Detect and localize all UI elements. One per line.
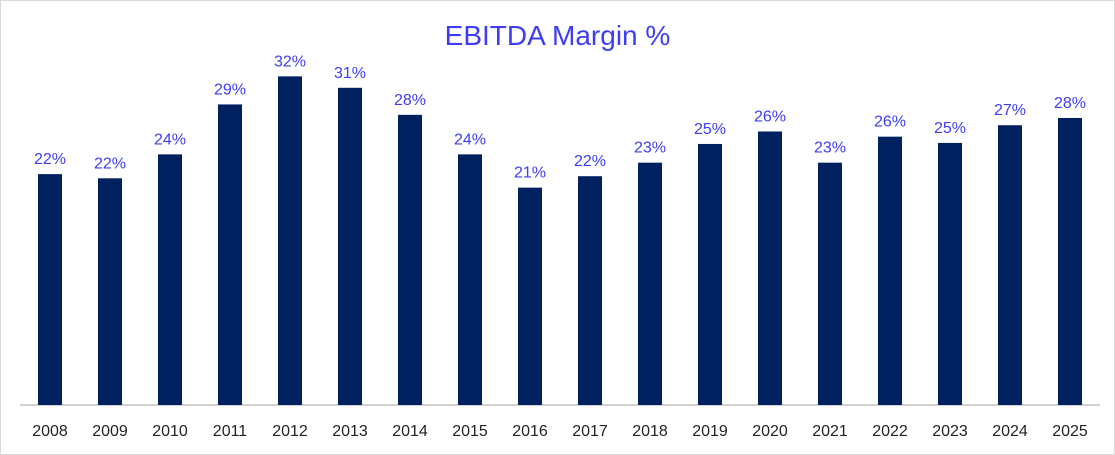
data-label-2009: 22% xyxy=(94,155,126,172)
x-tick-label-2021: 2021 xyxy=(812,423,848,440)
bar-2023 xyxy=(938,142,962,406)
x-tick-label-2025: 2025 xyxy=(1052,423,1088,440)
bar-2011 xyxy=(218,104,242,405)
x-tick-label-2011: 2011 xyxy=(213,423,248,440)
bar-2019 xyxy=(698,143,722,405)
x-tick-label-2020: 2020 xyxy=(752,423,788,440)
bar-2009 xyxy=(98,178,122,405)
x-tick-label-2015: 2015 xyxy=(452,423,488,440)
data-label-2012: 32% xyxy=(274,53,306,70)
x-tick-label-2016: 2016 xyxy=(512,423,548,440)
bar-2010 xyxy=(158,154,182,405)
data-label-2025: 28% xyxy=(1054,95,1086,112)
data-label-2008: 22% xyxy=(34,151,66,168)
data-label-2022: 26% xyxy=(874,114,906,131)
x-tick-label-2008: 2008 xyxy=(32,423,68,440)
data-label-2016: 21% xyxy=(514,165,546,182)
data-label-2021: 23% xyxy=(814,140,846,157)
data-label-2024: 27% xyxy=(994,102,1026,119)
bar-2022 xyxy=(878,136,902,405)
x-tick-label-2010: 2010 xyxy=(152,423,188,440)
x-tick-label-2022: 2022 xyxy=(872,423,908,440)
bar-2024 xyxy=(998,125,1022,406)
data-label-2013: 31% xyxy=(334,65,366,82)
x-tick-label-2017: 2017 xyxy=(572,423,608,440)
bar-2008 xyxy=(38,174,62,405)
bar-2017 xyxy=(578,176,602,405)
bar-2015 xyxy=(458,154,482,405)
data-label-2014: 28% xyxy=(394,92,426,109)
x-tick-label-2024: 2024 xyxy=(992,423,1028,440)
data-label-2020: 26% xyxy=(754,108,786,125)
chart-title: EBITDA Margin % xyxy=(444,20,671,51)
x-tick-label-2023: 2023 xyxy=(932,423,968,440)
x-tick-label-2012: 2012 xyxy=(272,423,308,440)
x-tick-label-2014: 2014 xyxy=(392,423,428,440)
bar-2014 xyxy=(398,114,422,405)
bar-2012 xyxy=(278,76,302,406)
data-label-2015: 24% xyxy=(454,131,486,148)
bar-2025 xyxy=(1058,117,1082,406)
bar-2021 xyxy=(818,162,842,405)
data-label-2018: 23% xyxy=(634,140,666,157)
data-label-2017: 22% xyxy=(574,153,606,170)
data-label-2011: 29% xyxy=(214,81,246,98)
x-tick-label-2018: 2018 xyxy=(632,423,668,440)
x-tick-label-2013: 2013 xyxy=(332,423,368,440)
bar-2020 xyxy=(758,131,782,406)
bar-2018 xyxy=(638,162,662,405)
bar-2013 xyxy=(338,87,362,406)
x-tick-label-2019: 2019 xyxy=(692,423,728,440)
bar-2016 xyxy=(518,187,542,405)
data-label-2010: 24% xyxy=(154,131,186,148)
x-tick-label-2009: 2009 xyxy=(92,423,128,440)
data-label-2019: 25% xyxy=(694,121,726,138)
data-label-2023: 25% xyxy=(934,120,966,137)
